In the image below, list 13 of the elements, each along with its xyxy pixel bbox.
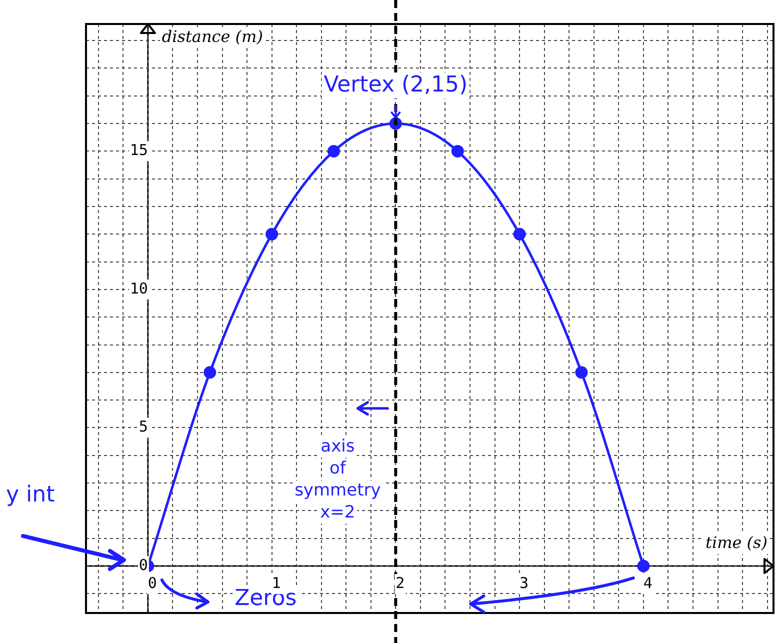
y-tick-label: 15 xyxy=(130,141,148,160)
x-tick-label: 4 xyxy=(643,574,652,592)
y-tick-label: 5 xyxy=(138,418,148,436)
y-tick-label: 10 xyxy=(130,279,148,298)
y-tick-label: 0 xyxy=(138,556,148,574)
x-axis-title: time (s) xyxy=(706,533,768,552)
text: y int xyxy=(6,482,56,508)
ref-line-label: axis of symmetry x=2 xyxy=(294,436,381,523)
annotation: Vertex (2,15) xyxy=(324,72,468,98)
y-axis-title: distance (m) xyxy=(162,27,263,46)
x-tick-label: 3 xyxy=(520,574,529,592)
x-tick-label: 1 xyxy=(272,574,281,592)
x-tick-label: 2 xyxy=(396,574,405,592)
